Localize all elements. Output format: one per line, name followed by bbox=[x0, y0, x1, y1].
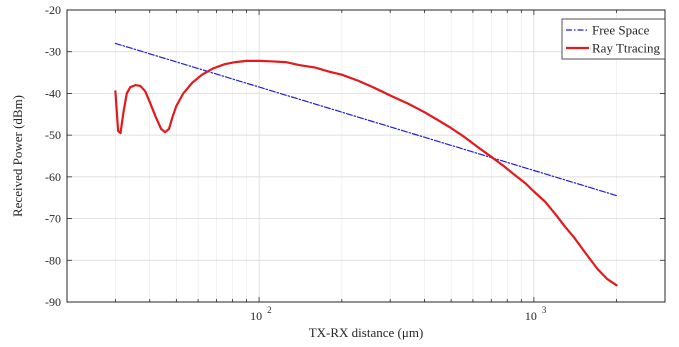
y-tick-label: -90 bbox=[45, 295, 61, 309]
plot-area-frame bbox=[66, 9, 666, 303]
y-tick-label: -80 bbox=[45, 253, 61, 267]
y-tick-label: -20 bbox=[45, 3, 61, 17]
tick-labels: -20 -30 -40 -50 -60 -70 -80 -90 10 2 10 3 bbox=[45, 3, 547, 323]
x-axis-label: TX-RX distance (μm) bbox=[309, 325, 424, 340]
x-tick-label-exponent: 2 bbox=[267, 305, 272, 315]
legend-label-ray-ttracing: Ray Ttracing bbox=[592, 41, 660, 56]
y-tick-label: -50 bbox=[45, 128, 61, 142]
legend: Free Space Ray Ttracing bbox=[561, 18, 666, 60]
x-tick-label-exponent: 3 bbox=[542, 305, 547, 315]
series-line-free-space bbox=[114, 42, 618, 197]
series-line-ray-ttracing bbox=[114, 59, 618, 287]
legend-box bbox=[561, 18, 666, 60]
x-tick-label: 10 bbox=[525, 309, 537, 323]
y-axis-label: Received Power (dBm) bbox=[10, 95, 25, 217]
y-tick-label: -30 bbox=[45, 45, 61, 59]
legend-label-free-space: Free Space bbox=[592, 23, 650, 38]
y-tick-label: -40 bbox=[45, 86, 61, 100]
x-tick-label: 10 bbox=[250, 309, 262, 323]
y-tick-label: -60 bbox=[45, 170, 61, 184]
series bbox=[114, 42, 618, 287]
y-tick-label: -70 bbox=[45, 212, 61, 226]
